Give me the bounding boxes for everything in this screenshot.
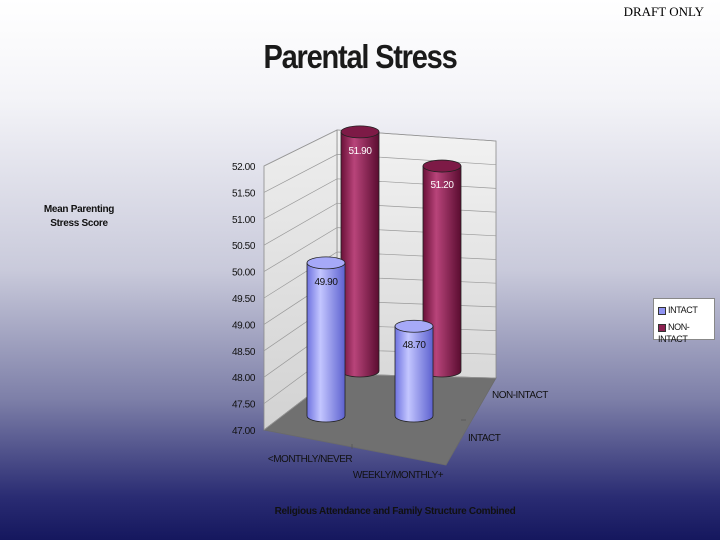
bar-top [394, 319, 434, 333]
data-label: 51.20 [430, 180, 454, 191]
y-axis-label: Mean Parenting Stress Score [43, 204, 115, 229]
legend-label-non-intact: NON-INTACT [658, 322, 690, 344]
x-tick-label: <MONTHLY/NEVER [268, 454, 352, 465]
bar-body [394, 325, 434, 423]
draft-watermark: DRAFT ONLY [623, 4, 704, 19]
bar-top [422, 159, 462, 173]
bar-non-intact-monthly-never: 51.90 [340, 125, 380, 378]
y-tick-label: 51.00 [232, 215, 256, 226]
y-tick-label: 49.50 [232, 294, 256, 305]
x-tick-label: WEEKLY/MONTHLY+ [353, 470, 444, 481]
bar-body [306, 262, 346, 423]
bar-intact-weekly-monthly: 48.70 [394, 319, 434, 423]
bar-body [340, 131, 380, 378]
gridline [263, 129, 497, 167]
bar-top [340, 125, 380, 139]
y-tick-label: 51.50 [232, 188, 256, 199]
legend: INTACT NON-INTACT [653, 298, 715, 344]
y-tick-label: 49.00 [232, 320, 256, 331]
depth-tick-label: INTACT [468, 433, 501, 444]
y-tick-label: 50.00 [232, 268, 256, 279]
bar-top [306, 256, 346, 270]
y-tick-label: 52.00 [232, 162, 256, 173]
depth-tick-label: NON-INTACT [492, 390, 548, 401]
legend-swatch-non-intact [658, 323, 666, 332]
y-tick-label: 48.50 [232, 347, 256, 358]
y-tick-label: 48.00 [232, 373, 256, 384]
legend-item-intact: INTACT [658, 304, 698, 316]
chart-title: Parental Stress [263, 38, 458, 75]
legend-label-intact: INTACT [668, 305, 698, 315]
legend-swatch-intact [658, 306, 666, 315]
x-axis-label: Religious Attendance and Family Structur… [274, 506, 516, 517]
y-tick-label: 47.00 [232, 426, 256, 437]
y-tick-label: 47.50 [232, 400, 256, 411]
data-label: 51.90 [348, 146, 372, 157]
data-label: 48.70 [402, 340, 426, 351]
y-tick-label: 50.50 [232, 241, 256, 252]
data-label: 49.90 [314, 277, 338, 288]
legend-item-non-intact: NON-INTACT [658, 321, 714, 344]
bar-intact-monthly-never: 49.90 [306, 256, 346, 423]
